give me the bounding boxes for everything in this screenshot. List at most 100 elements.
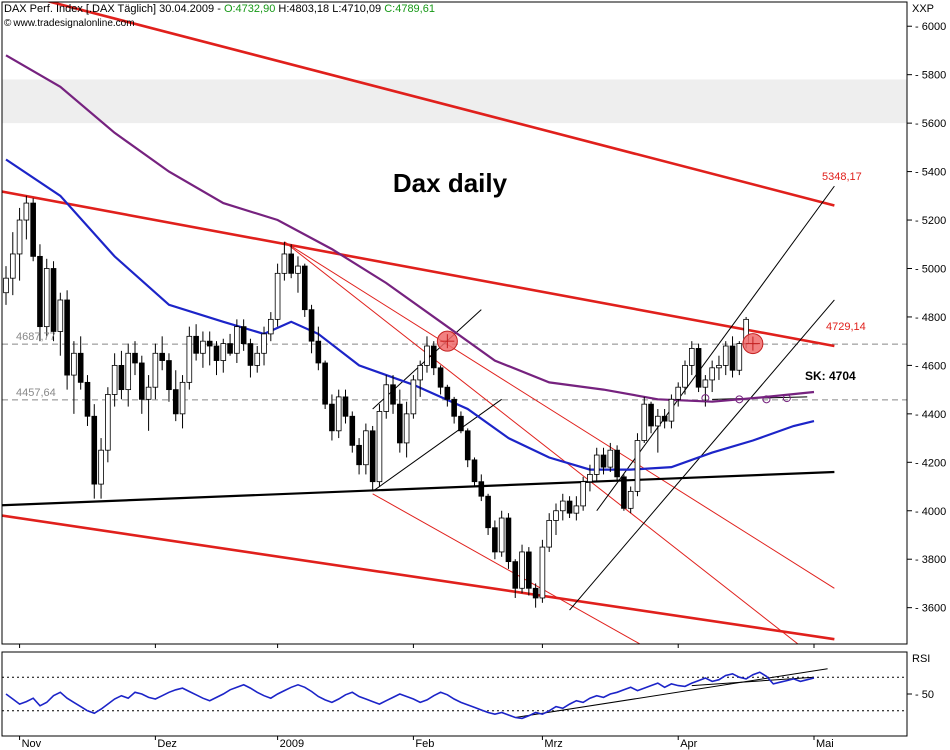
instrument-name: DAX Perf. Index [.DAX Täglich]	[4, 3, 157, 15]
candle-body	[444, 386, 451, 400]
candle-body	[322, 362, 328, 405]
candle-body	[261, 333, 267, 354]
candle-body	[722, 345, 729, 366]
markers	[436, 330, 791, 404]
candle-body	[451, 398, 457, 417]
candle-body	[526, 551, 532, 589]
candle-body	[315, 340, 322, 364]
sma-long-line	[5, 54, 815, 403]
channel-line	[372, 493, 641, 644]
candle-body	[118, 364, 125, 391]
price-label: 4729,14	[826, 321, 866, 333]
highlight-band	[2, 79, 907, 124]
candle-body	[71, 352, 77, 376]
candle-body	[498, 517, 505, 553]
price-label: 4457,64	[16, 387, 56, 399]
candle-body	[213, 345, 220, 361]
candle-body	[580, 481, 586, 507]
candle-body	[50, 268, 57, 332]
channel-line	[284, 241, 799, 644]
level-ring	[735, 395, 744, 404]
price-tick-label: - 3800	[915, 554, 946, 566]
candle-body	[519, 551, 525, 589]
time-tick-label: Mrz	[544, 738, 562, 750]
channel-line	[2, 514, 835, 641]
sma-short-line	[5, 158, 815, 471]
quote-close: C:4789,61	[384, 3, 435, 15]
candle-body	[43, 268, 50, 328]
candle-body	[397, 403, 403, 444]
quote-high: H:4803,18	[278, 3, 330, 15]
level-ring	[782, 394, 791, 403]
candle-body	[383, 384, 390, 412]
candle-body	[329, 403, 335, 432]
price-panel-frame	[1, 1, 908, 645]
price-tick-label: - 4600	[915, 360, 946, 372]
channel-line	[2, 190, 835, 348]
time-tick-label: Apr	[680, 738, 697, 750]
candle-body	[179, 381, 186, 415]
candle-body	[634, 440, 641, 492]
quote-open: O:4732,90	[223, 3, 276, 15]
candle-body	[342, 396, 349, 417]
trend-line	[596, 185, 835, 512]
candle-body	[30, 202, 36, 257]
candle-body	[37, 255, 43, 328]
level-ring	[762, 395, 771, 404]
candle-body	[587, 474, 593, 483]
candle-body	[512, 561, 519, 589]
candle-body	[553, 510, 559, 521]
candle-body	[240, 326, 247, 344]
candle-body	[3, 277, 9, 294]
price-tick-label: - 5600	[915, 118, 946, 130]
candle-body	[206, 340, 213, 347]
candle-body	[145, 386, 152, 400]
rsi-trendlines	[515, 668, 828, 719]
rsi-axis: - 50	[907, 689, 934, 701]
rsi-tick-label: - 50	[915, 689, 934, 701]
candle-body	[57, 299, 64, 332]
trend-line	[569, 299, 835, 611]
price-label: 5348,17	[822, 171, 862, 183]
instrument-header: DAX Perf. Index [.DAX Täglich] 30.04.200…	[4, 3, 435, 15]
candle-body	[546, 520, 552, 548]
candle-body	[648, 403, 654, 427]
candle-body	[627, 490, 634, 509]
candle-body	[492, 527, 498, 553]
quote-date: 30.04.2009	[159, 3, 215, 15]
time-axis: Nov Dez 2009 Feb Mrz Apr Mai	[19, 644, 834, 750]
candle-body	[308, 309, 315, 342]
price-tick-label: - 3600	[915, 603, 946, 615]
candle-body	[621, 476, 627, 509]
price-labels: 5348,17 4729,14 4687,77 4457,64	[16, 171, 866, 399]
price-tick-label: - 5000	[915, 263, 946, 275]
candle-body	[159, 352, 165, 361]
candle-body	[729, 345, 736, 371]
candle-body	[166, 360, 172, 391]
level-ring	[701, 394, 710, 403]
candle-body	[268, 318, 274, 335]
candle-body	[152, 352, 159, 388]
candle-body	[274, 272, 281, 320]
candle-body	[593, 454, 600, 475]
chart-title: Dax daily	[393, 168, 508, 198]
candle-body	[349, 415, 356, 446]
candle-body	[641, 403, 648, 441]
time-tick-label: Dez	[157, 738, 177, 750]
time-tick-label: Mai	[816, 738, 834, 750]
candle-body	[675, 386, 682, 400]
rsi-trend-line	[691, 676, 815, 687]
candle-body	[471, 459, 478, 483]
candle-body	[464, 430, 471, 461]
candle-body	[417, 364, 423, 381]
candle-body	[424, 345, 430, 366]
candle-body	[573, 505, 580, 514]
candle-body	[335, 396, 342, 432]
support-annotation: SK: 4704	[805, 369, 856, 383]
candle-body	[105, 394, 111, 451]
candle-body	[437, 367, 444, 388]
candle-body	[695, 348, 702, 388]
quote-low: L:4710,09	[332, 3, 382, 15]
candle-body	[98, 449, 104, 485]
candle-body	[220, 343, 227, 361]
